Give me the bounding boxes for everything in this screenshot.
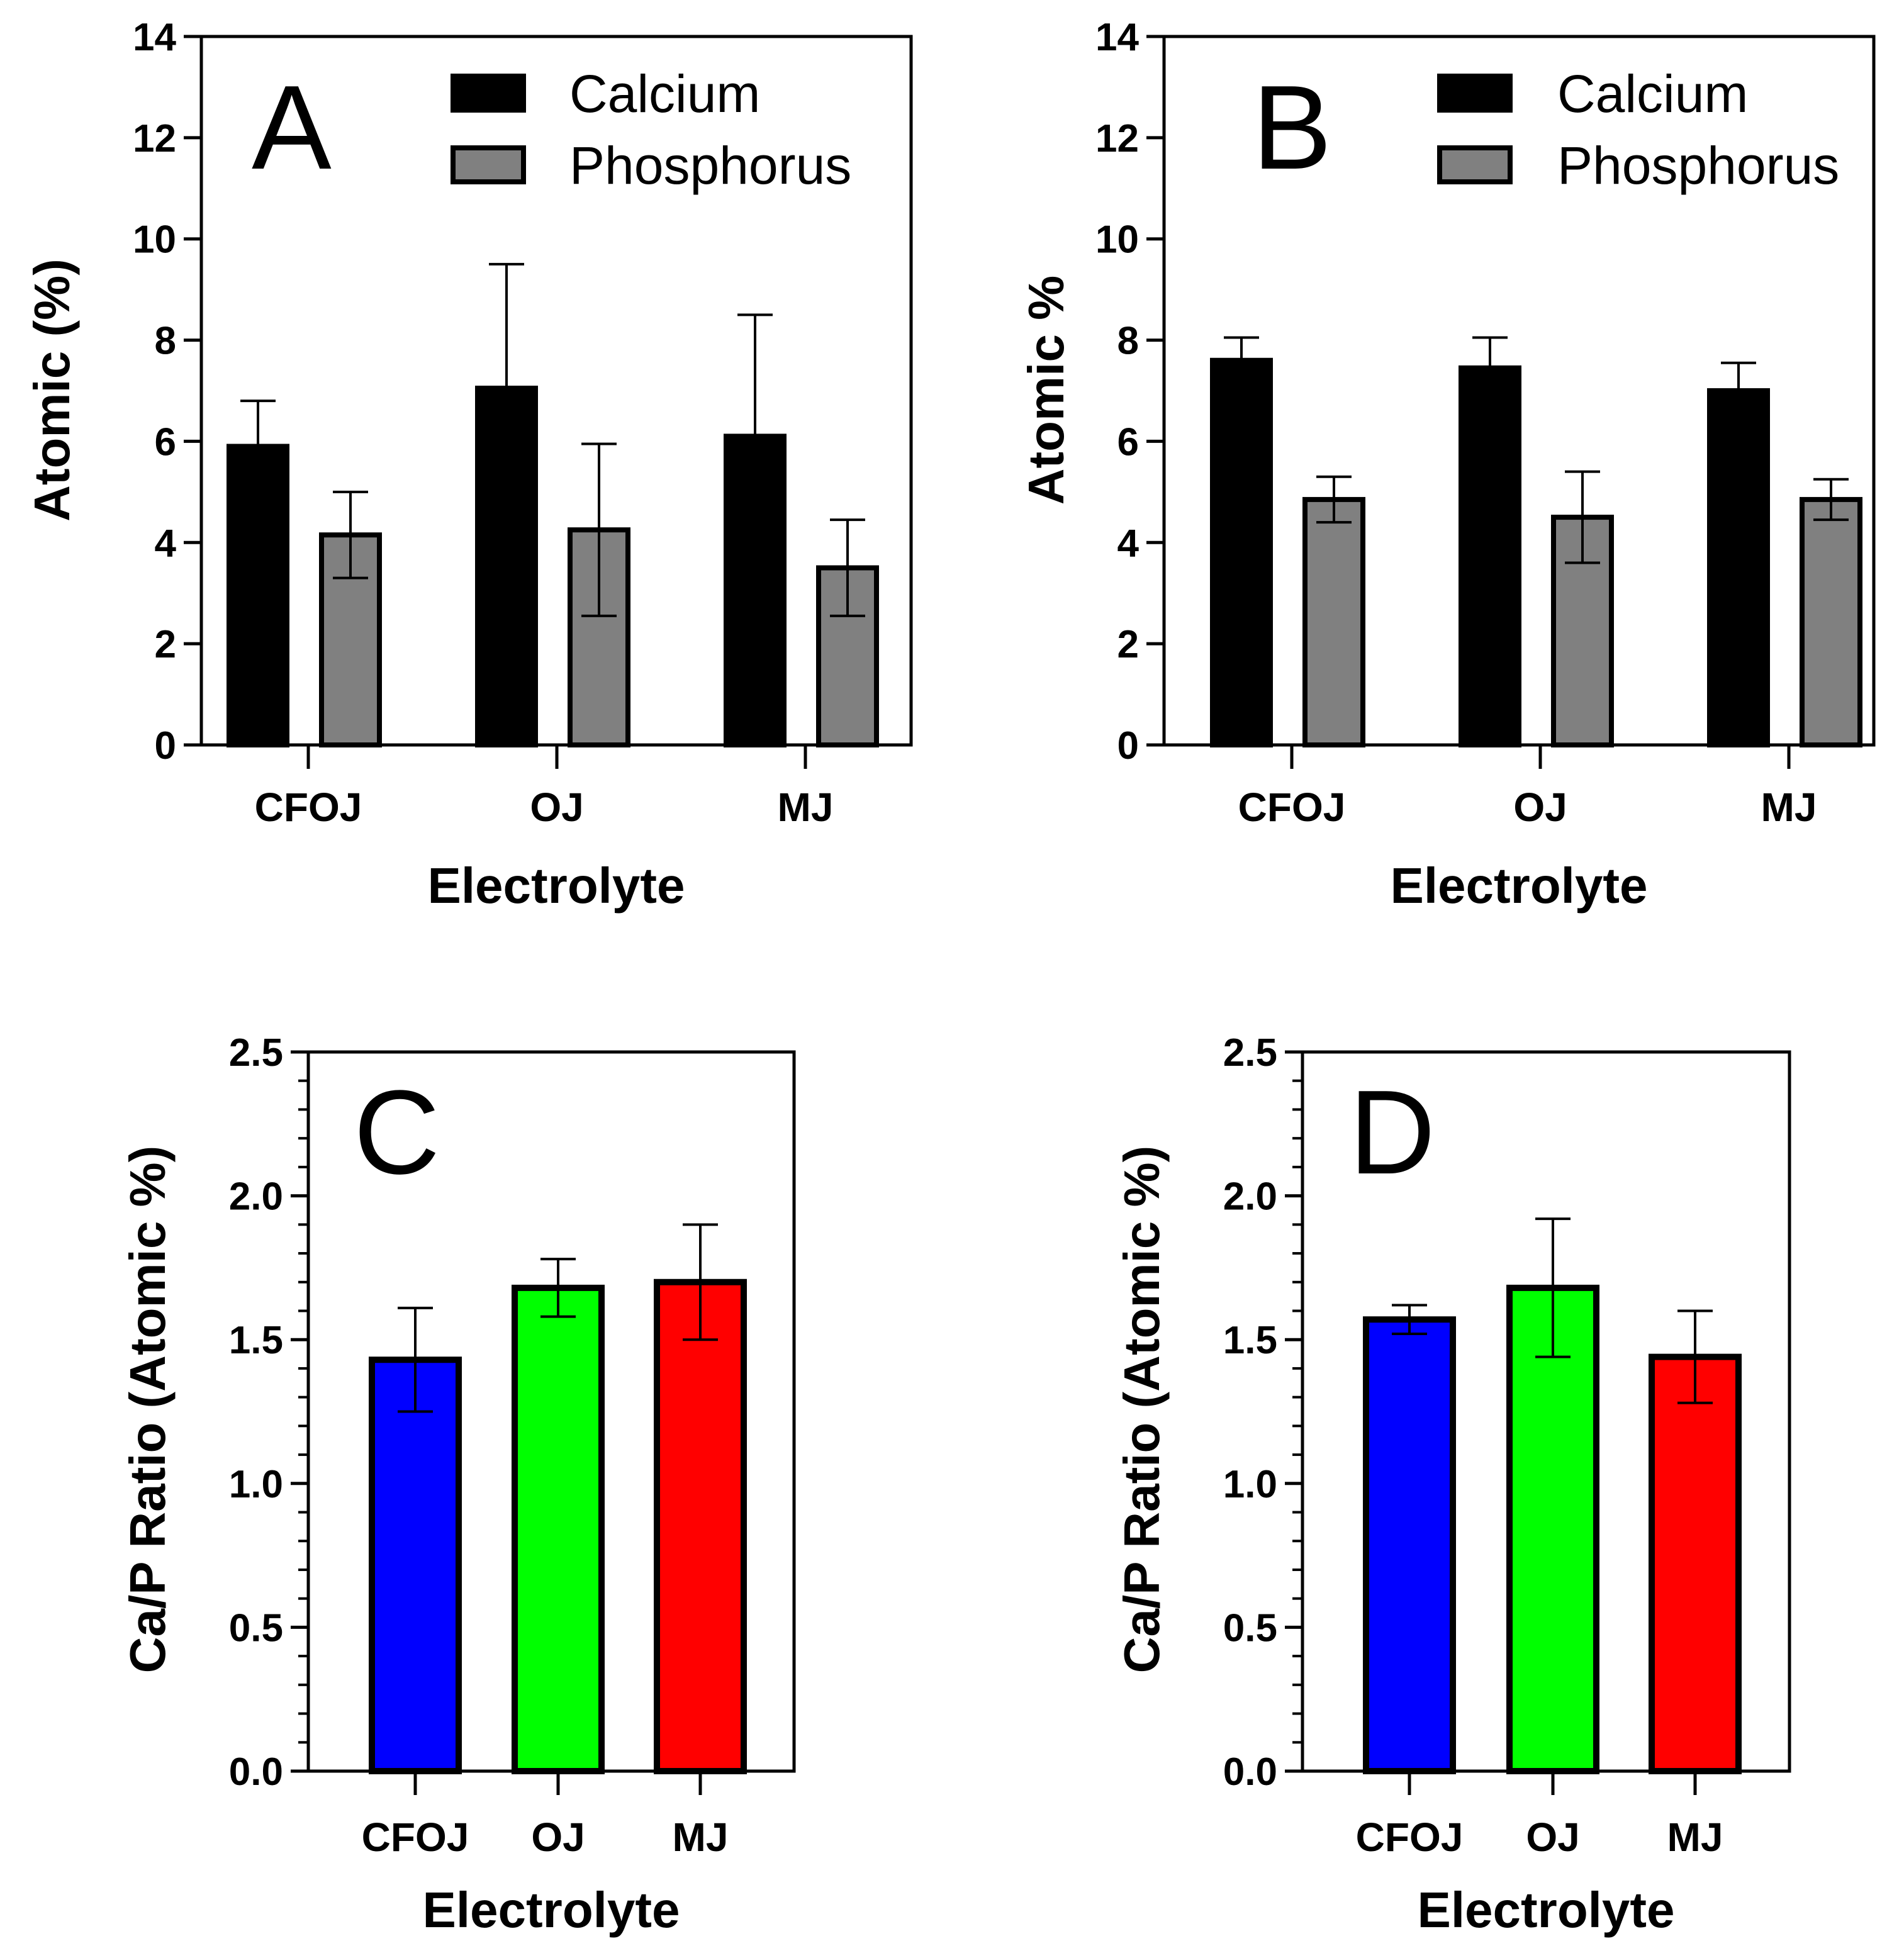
y-tick-label: 2.0 <box>229 1175 283 1219</box>
x-axis-title: Electrolyte <box>427 858 685 914</box>
x-tick-label: CFOJ <box>1238 785 1346 830</box>
y-tick-label: 0.0 <box>1223 1750 1277 1794</box>
y-tick-label: 0.0 <box>229 1750 283 1794</box>
y-tick-label: 1.0 <box>229 1463 283 1506</box>
y-tick-label: 2.5 <box>1223 1031 1277 1075</box>
y-tick-label: 12 <box>133 117 176 160</box>
y-tick-label: 8 <box>155 320 176 363</box>
y-tick-label: 6 <box>155 420 176 464</box>
bar-calcium-cfoj <box>227 444 289 747</box>
y-tick-label: 6 <box>1117 420 1139 464</box>
x-tick-label: MJ <box>673 1815 729 1860</box>
bar-phosphorus-cfoj <box>1302 496 1365 748</box>
bar-cfoj <box>369 1356 462 1775</box>
bars <box>227 262 879 748</box>
bars <box>369 1223 747 1775</box>
panel-letter: B <box>1252 61 1332 194</box>
bar-mj <box>1649 1353 1742 1775</box>
y-tick-label: 4 <box>1117 522 1140 565</box>
x-tick-label: MJ <box>778 785 834 830</box>
y-tick-label: 10 <box>133 218 176 262</box>
panel-d: 0.0 0.5 1.0 1.5 2.0 2.5 CFOJ OJ MJ D Ca/P Ratio (A… <box>1114 1031 1791 1938</box>
x-tick-label: MJ <box>1761 785 1817 830</box>
legend-label: Calcium <box>569 64 760 123</box>
bar-phosphorus-mj <box>816 565 879 747</box>
y-tick-label: 0 <box>1117 724 1139 768</box>
panel-letter: C <box>354 1066 440 1199</box>
bar-mj <box>654 1278 747 1774</box>
y-tick-label: 0.5 <box>1223 1606 1277 1650</box>
y-tick-label: 14 <box>1095 16 1139 59</box>
bar-calcium-cfoj <box>1210 357 1273 747</box>
x-axis-title: Electrolyte <box>1390 858 1647 914</box>
legend-swatch <box>451 74 526 113</box>
legend-label: Phosphorus <box>569 136 851 195</box>
y-axis-title: Ca/P Ratio (Atomic %) <box>1114 1146 1170 1674</box>
bar-oj <box>512 1284 605 1775</box>
x-tick-label: OJ <box>531 1815 585 1860</box>
legend-swatch <box>451 145 526 184</box>
y-tick-label: 8 <box>1117 320 1139 363</box>
x-tick-label: CFOJ <box>255 785 362 830</box>
y-tick-label: 2.0 <box>1223 1175 1277 1219</box>
x-tick-label: OJ <box>1513 785 1567 830</box>
y-tick-label: 1.0 <box>1223 1463 1277 1506</box>
y-tick-label: 1.5 <box>229 1319 283 1362</box>
y-axis-title: Ca/P Ratio (Atomic %) <box>120 1146 176 1674</box>
x-axis: CFOJ OJ MJ <box>255 745 834 830</box>
legend-label: Phosphorus <box>1557 136 1839 195</box>
legend-swatch <box>1437 74 1513 113</box>
bar-phosphorus-mj <box>1800 496 1862 748</box>
y-tick-label: 4 <box>155 522 177 565</box>
legend-swatch <box>1437 145 1513 184</box>
x-tick-label: CFOJ <box>362 1815 469 1860</box>
y-tick-label: 1.5 <box>1223 1319 1277 1362</box>
x-axis: CFOJ OJ MJ <box>1356 1771 1723 1860</box>
y-axis: 0.0 0.5 1.0 1.5 2.0 2.5 <box>1223 1031 1302 1794</box>
panel-c: 0.0 0.5 1.0 1.5 2.0 2.5 CFOJ OJ MJ C Ca/P Ratio (A… <box>120 1031 796 1938</box>
x-tick-label: OJ <box>530 785 583 830</box>
y-tick-label: 2.5 <box>229 1031 283 1075</box>
bar-calcium-oj <box>1459 365 1521 747</box>
bar-calcium-mj <box>1707 388 1770 747</box>
panel-b: 0 2 4 6 8 10 12 14 CFOJ OJ MJ B Calcium Phosphorus Ato… <box>1018 16 1876 914</box>
y-tick-label: 14 <box>133 16 176 59</box>
bar-cfoj <box>1363 1316 1456 1775</box>
y-axis: 0 2 4 6 8 10 12 14 <box>1095 16 1164 768</box>
y-tick-label: 10 <box>1095 218 1139 262</box>
panel-a: 0 2 4 6 8 10 12 14 CFOJ OJ MJ A Calcium Phosphorus Ato… <box>24 16 913 914</box>
x-tick-label: OJ <box>1526 1815 1579 1860</box>
y-tick-label: 12 <box>1095 117 1139 160</box>
x-axis: CFOJ OJ MJ <box>1238 745 1817 830</box>
legend-label: Calcium <box>1557 64 1748 123</box>
x-tick-label: CFOJ <box>1356 1815 1464 1860</box>
x-axis: CFOJ OJ MJ <box>362 1771 729 1860</box>
y-tick-label: 0 <box>155 724 176 768</box>
y-axis: 0.0 0.5 1.0 1.5 2.0 2.5 <box>229 1031 308 1794</box>
y-tick-label: 2 <box>155 623 176 666</box>
y-axis: 0 2 4 6 8 10 12 14 <box>133 16 201 768</box>
x-axis-title: Electrolyte <box>422 1882 680 1938</box>
x-tick-label: MJ <box>1667 1815 1723 1860</box>
x-axis-title: Electrolyte <box>1417 1882 1674 1938</box>
y-axis-title: Atomic (%) <box>24 259 80 522</box>
panel-letter: A <box>252 61 332 194</box>
panel-letter: D <box>1349 1066 1435 1199</box>
bars <box>1363 1217 1742 1775</box>
bar-oj <box>1506 1284 1599 1775</box>
legend: Calcium Phosphorus <box>1437 64 1839 195</box>
y-axis-title: Atomic % <box>1018 276 1074 505</box>
legend: Calcium Phosphorus <box>451 64 851 195</box>
y-tick-label: 0.5 <box>229 1606 283 1650</box>
y-tick-label: 2 <box>1117 623 1139 666</box>
bars <box>1210 336 1862 748</box>
